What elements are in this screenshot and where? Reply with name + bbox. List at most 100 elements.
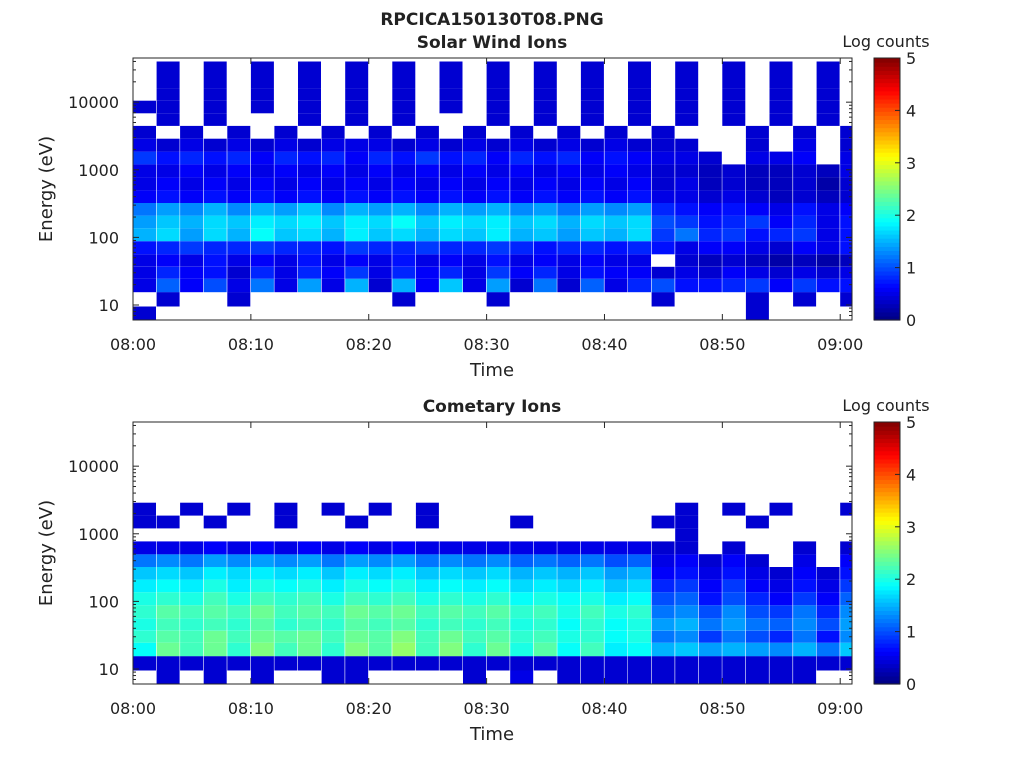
heatmap-cell [415,190,439,203]
heatmap-cell [486,190,510,203]
heatmap-cell [745,605,769,619]
heatmap-cell [133,177,156,191]
heatmap-cell [840,630,852,643]
heatmap-cell [745,151,769,165]
heatmap-cell [486,592,510,606]
heatmap-cell [298,579,321,593]
heatmap-cell [392,292,416,307]
heatmap-cell [227,554,251,567]
colorbar-tick-label: 0 [906,311,916,330]
heatmap-cell [628,100,651,114]
heatmap-cell [392,278,416,293]
heatmap-cell [675,254,699,267]
heatmap-cell [745,670,769,684]
x-tick-label: 08:10 [228,699,274,718]
panel-solar-wind-ions: Solar Wind Ions 08:00 08:10 08:20 08:30 08:4… [36,32,930,381]
heatmap-cell [227,254,251,267]
heatmap-cell [368,125,392,139]
colorbar-segment [874,626,900,632]
heatmap-cell [722,88,746,101]
heatmap-cell [769,579,793,593]
colorbar-segment [874,258,900,264]
heatmap-cell [651,241,675,255]
heatmap-cell [651,592,675,606]
heatmap-cell [651,215,675,229]
colorbar-segment [874,303,900,309]
heatmap-cell [250,266,274,279]
heatmap-cell [392,88,416,101]
colorbar-segment [874,58,900,63]
heatmap-cell [486,630,510,643]
heatmap-cell [675,74,699,89]
heatmap-cell [345,151,369,165]
heatmap-cell [180,278,204,293]
heatmap-cell [203,592,227,606]
y-axis: 10 100 1000 10000 [68,60,852,321]
colorbar: 0 1 2 3 4 5 [873,413,916,694]
heatmap-cell [156,88,180,101]
heatmap-cell [156,642,180,657]
heatmap-cell [510,567,534,580]
colorbar-segment [874,209,900,215]
heatmap-cell [439,228,463,242]
heatmap-cell [439,541,463,555]
heatmap-cell [392,630,416,643]
heatmap-cell [439,190,463,203]
heatmap-cell [415,618,439,631]
heatmap-cell [651,292,675,307]
heatmap-cell [274,177,298,191]
heatmap-cell [156,138,180,152]
heatmap-cell [793,254,817,267]
heatmap-cell [156,61,180,75]
heatmap-cell [604,266,628,279]
heatmap-cell [651,656,675,671]
colorbar-segment [874,164,900,170]
colorbar-segment [874,573,900,579]
colorbar-segment [874,160,900,166]
heatmap-cell [415,215,439,229]
heatmap-cell [203,554,227,567]
heatmap-cell [392,100,416,114]
heatmap-cell [510,670,534,684]
colorbar-segment [874,638,900,644]
colorbar-segment [874,524,900,530]
heatmap-cell [368,642,392,657]
heatmap-cell [510,592,534,606]
heatmap-cell [368,203,392,216]
heatmap-cell [533,228,557,242]
heatmap-cell [675,151,699,165]
colorbar-segment [874,442,900,448]
heatmap-cell [345,515,369,529]
heatmap-cell [722,592,746,606]
heatmap-cell [439,278,463,293]
colorbar-segment [874,266,900,272]
colorbar-segment [874,70,900,75]
heatmap-cell [321,215,345,229]
heatmap-cell [156,254,180,267]
heatmap-cell [180,642,204,657]
heatmap-cell [274,278,298,293]
heatmap-cell [321,656,345,671]
heatmap-cell [321,151,345,165]
heatmap-cell [510,228,534,242]
heatmap-cell [628,266,651,279]
heatmap-cell [816,215,840,229]
colorbar-segment [874,540,900,546]
colorbar-segment [874,450,900,456]
heatmap-cell [368,579,392,593]
heatmap-cell [321,630,345,643]
heatmap-cell [463,278,486,293]
colorbar-segment [874,446,900,452]
colorbar-segment [874,168,900,174]
colorbar-segment [874,139,900,145]
heatmap-cell [463,266,486,279]
x-axis-label: Time [469,724,514,745]
heatmap-cell [203,656,227,671]
heatmap-cell [604,554,628,567]
heatmap-cell [722,554,746,567]
heatmap-cell [203,670,227,684]
colorbar-segment [874,487,900,493]
heatmap-cell [274,138,298,152]
heatmap-cell [675,605,699,619]
y-tick-label: 10000 [68,93,119,112]
